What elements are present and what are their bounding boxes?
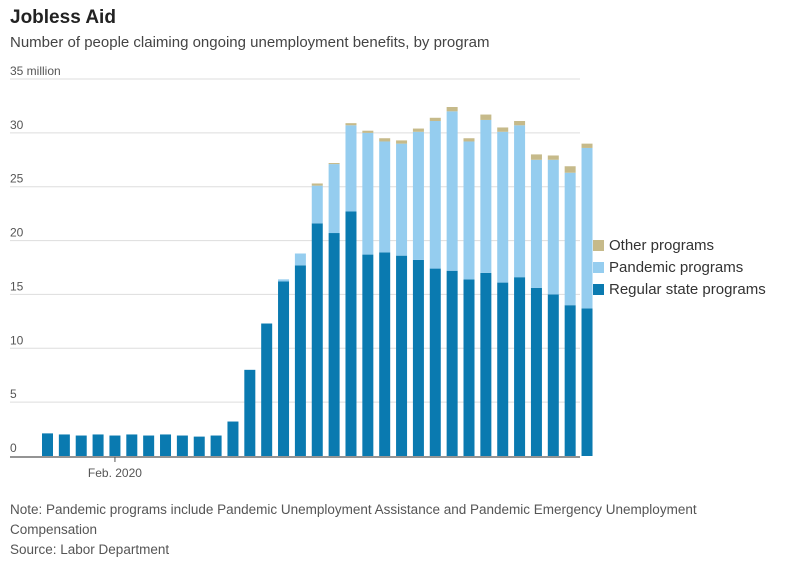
bar-segment-pandemic-programs xyxy=(345,125,357,212)
axes: Feb. 2020 xyxy=(10,456,580,480)
bar-segment-pandemic-programs xyxy=(581,147,593,309)
bar-segment-regular-state-programs xyxy=(412,259,424,456)
bar-segment-regular-state-programs xyxy=(92,434,104,456)
bar-segment-pandemic-programs xyxy=(446,111,458,271)
bar-segment-other-programs xyxy=(463,138,475,142)
bar-segment-regular-state-programs xyxy=(210,435,222,456)
stacked-bar-chart: 0 5 10 15 20 25 30 35 million Feb. 2020 xyxy=(10,64,593,480)
chart-legend: Other programs Pandemic programs Regular… xyxy=(593,234,766,300)
bar-segment-regular-state-programs xyxy=(514,277,526,456)
legend-label-pandemic: Pandemic programs xyxy=(609,258,744,276)
y-tick-label: 0 xyxy=(10,441,17,455)
bar-segment-pandemic-programs xyxy=(412,131,424,260)
bar-segment-pandemic-programs xyxy=(497,131,509,283)
bar-segment-pandemic-programs xyxy=(530,159,542,288)
source-text: Source: Labor Department xyxy=(10,542,170,557)
bar-segment-regular-state-programs xyxy=(581,308,593,456)
bar-segment-regular-state-programs xyxy=(42,433,53,456)
bar-segment-regular-state-programs xyxy=(109,435,121,456)
note-text: Note: Pandemic programs include Pandemic… xyxy=(10,502,697,537)
bar-segment-other-programs xyxy=(480,114,492,120)
legend-item-regular: Regular state programs xyxy=(593,278,766,300)
bar-segment-regular-state-programs xyxy=(362,254,374,456)
bar-segment-regular-state-programs xyxy=(311,223,323,456)
bar-segment-pandemic-programs xyxy=(362,132,374,255)
bar-segment-other-programs xyxy=(514,121,526,126)
bar-segment-regular-state-programs xyxy=(328,233,340,456)
bar-segment-other-programs xyxy=(547,155,559,160)
bar-segment-regular-state-programs xyxy=(530,287,542,456)
y-tick-label: 25 xyxy=(10,172,24,186)
legend-swatch-other xyxy=(593,239,604,251)
y-tick-label: 35 million xyxy=(10,64,61,78)
bar-segment-regular-state-programs xyxy=(396,255,408,456)
bar-segment-other-programs xyxy=(429,117,441,122)
bar-segment-regular-state-programs xyxy=(143,435,155,456)
bar-segment-other-programs xyxy=(412,128,424,132)
bar-segment-pandemic-programs xyxy=(311,185,323,224)
bar-segment-regular-state-programs xyxy=(294,265,306,456)
bar-segment-other-programs xyxy=(311,183,323,186)
bar-segment-regular-state-programs xyxy=(160,434,172,456)
chart-subtitle: Number of people claiming ongoing unempl… xyxy=(10,34,490,51)
bar-segment-regular-state-programs xyxy=(176,435,188,456)
bar-segment-other-programs xyxy=(446,107,458,112)
bar-segment-pandemic-programs xyxy=(396,143,408,256)
bar-segment-pandemic-programs xyxy=(480,119,492,273)
bar-segment-other-programs xyxy=(362,130,374,133)
y-tick-label: 5 xyxy=(10,387,17,401)
legend-label-regular: Regular state programs xyxy=(609,280,766,298)
bar-segment-pandemic-programs xyxy=(328,164,340,234)
chart-title: Jobless Aid xyxy=(10,7,116,28)
legend-swatch-pandemic xyxy=(593,261,604,273)
y-tick-label: 10 xyxy=(10,333,24,347)
bar-segment-pandemic-programs xyxy=(294,253,306,266)
bar-segment-regular-state-programs xyxy=(126,434,138,456)
bar-segment-regular-state-programs xyxy=(193,436,205,456)
y-tick-label: 20 xyxy=(10,226,24,240)
bar-segment-pandemic-programs xyxy=(564,172,576,306)
bar-segment-other-programs xyxy=(497,127,509,132)
chart-footnote: Note: Pandemic programs include Pandemic… xyxy=(10,500,750,560)
bar-segment-pandemic-programs xyxy=(278,279,290,282)
y-tick-label: 15 xyxy=(10,279,24,293)
bar-segment-regular-state-programs xyxy=(463,279,475,456)
bar-segment-pandemic-programs xyxy=(514,125,526,278)
bar-segment-regular-state-programs xyxy=(345,211,357,456)
bar-segment-regular-state-programs xyxy=(429,268,441,456)
bar-segment-regular-state-programs xyxy=(244,369,256,456)
bar-segment-regular-state-programs xyxy=(379,252,391,456)
bar-segment-pandemic-programs xyxy=(379,141,391,253)
bar-segment-regular-state-programs xyxy=(547,294,559,456)
legend-item-other: Other programs xyxy=(593,234,766,256)
bar-segment-other-programs xyxy=(581,143,593,148)
legend-swatch-regular xyxy=(593,283,604,295)
bar-segment-pandemic-programs xyxy=(429,121,441,269)
bar-segment-regular-state-programs xyxy=(480,272,492,456)
x-tick-label: Feb. 2020 xyxy=(88,466,142,480)
legend-item-pandemic: Pandemic programs xyxy=(593,256,766,278)
bar-segment-other-programs xyxy=(530,154,542,160)
bar-segment-other-programs xyxy=(345,123,357,126)
bars xyxy=(42,107,593,456)
y-tick-label: 30 xyxy=(10,118,24,132)
legend-label-other: Other programs xyxy=(609,236,715,254)
bar-segment-regular-state-programs xyxy=(261,323,273,456)
bar-segment-regular-state-programs xyxy=(446,270,458,456)
bar-segment-regular-state-programs xyxy=(564,305,576,456)
bar-segment-other-programs xyxy=(396,140,408,144)
bar-segment-pandemic-programs xyxy=(547,159,559,295)
bar-segment-regular-state-programs xyxy=(75,435,87,456)
bar-segment-regular-state-programs xyxy=(278,281,290,456)
bar-segment-pandemic-programs xyxy=(463,141,475,280)
bar-segment-other-programs xyxy=(379,138,391,142)
bar-segment-other-programs xyxy=(564,166,576,173)
bar-segment-regular-state-programs xyxy=(58,434,70,456)
bar-segment-other-programs xyxy=(328,163,340,165)
bar-segment-regular-state-programs xyxy=(497,282,509,456)
bar-segment-regular-state-programs xyxy=(227,421,239,456)
